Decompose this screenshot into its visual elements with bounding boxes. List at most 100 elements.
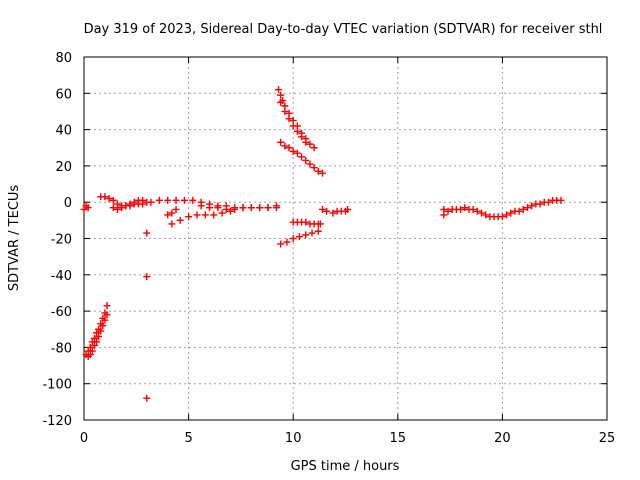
data-point xyxy=(302,231,310,239)
data-point xyxy=(528,202,536,210)
data-point xyxy=(164,211,172,219)
series-segment-16 xyxy=(318,205,331,215)
data-point xyxy=(281,107,289,115)
series-segment-18 xyxy=(440,204,490,219)
data-point xyxy=(90,342,98,350)
data-point xyxy=(519,205,527,213)
x-tick-label: 0 xyxy=(80,431,88,446)
data-point xyxy=(168,220,176,228)
data-point xyxy=(189,196,197,204)
series-segment-19 xyxy=(486,196,565,221)
data-point xyxy=(176,216,184,224)
data-point xyxy=(88,347,96,355)
data-point xyxy=(206,204,214,212)
data-point xyxy=(318,169,326,177)
data-point xyxy=(103,302,111,310)
data-point xyxy=(155,196,163,204)
data-point xyxy=(218,209,226,217)
data-point xyxy=(302,156,310,164)
data-point xyxy=(289,122,297,130)
data-point xyxy=(444,207,452,215)
series-segment-15 xyxy=(289,218,324,228)
x-tick-label: 5 xyxy=(184,431,192,446)
data-point xyxy=(503,211,511,219)
data-point xyxy=(143,229,151,237)
data-point xyxy=(277,138,285,146)
x-tick-label: 20 xyxy=(494,431,511,446)
data-point xyxy=(90,334,98,342)
data-point xyxy=(172,196,180,204)
data-point xyxy=(477,209,485,217)
data-point xyxy=(457,205,465,213)
data-point xyxy=(143,273,151,281)
data-point xyxy=(185,213,193,221)
data-point xyxy=(197,202,205,210)
data-point xyxy=(285,115,293,123)
data-point xyxy=(247,204,255,212)
series-segment-10 xyxy=(197,202,280,213)
data-point xyxy=(306,160,314,168)
data-point xyxy=(109,204,117,212)
x-tick-label: 25 xyxy=(599,431,616,446)
data-point xyxy=(293,149,301,157)
x-axis-label: GPS time / hours xyxy=(291,459,400,474)
series-segment-01 xyxy=(80,202,92,213)
data-point xyxy=(289,147,297,155)
data-point xyxy=(544,198,552,206)
data-point xyxy=(515,207,523,215)
data-point xyxy=(256,204,264,212)
data-point xyxy=(329,209,337,217)
x-tick-labels: 0 5 10 15 20 25 xyxy=(80,431,615,446)
data-point xyxy=(277,240,285,248)
y-tick-label: 20 xyxy=(55,160,72,175)
series-segment-12 xyxy=(277,98,310,146)
data-point xyxy=(214,204,222,212)
data-point xyxy=(95,333,103,341)
data-point xyxy=(226,207,234,215)
data-point xyxy=(557,196,565,204)
y-tick-label: 80 xyxy=(55,51,72,66)
data-point xyxy=(93,338,101,346)
data-point xyxy=(103,311,111,319)
data-point xyxy=(318,205,326,213)
chart-title: Day 319 of 2023, Sidereal Day-to-day VTE… xyxy=(84,22,603,37)
data-point xyxy=(99,322,107,330)
data-point xyxy=(147,198,155,206)
data-point xyxy=(283,238,291,246)
data-point xyxy=(293,127,301,135)
y-tick-label: -60 xyxy=(51,305,72,320)
data-point xyxy=(498,213,506,221)
series-segment-09 xyxy=(168,207,234,228)
data-point xyxy=(118,204,126,212)
data-point xyxy=(143,394,151,402)
data-point xyxy=(264,204,272,212)
data-point xyxy=(482,211,490,219)
data-point xyxy=(239,204,247,212)
series-segment-03 xyxy=(84,311,111,360)
data-point xyxy=(536,200,544,208)
data-point xyxy=(302,138,310,146)
data-point xyxy=(302,218,310,226)
y-tick-label: -80 xyxy=(51,341,72,356)
series-segment-17 xyxy=(329,205,352,217)
data-point xyxy=(180,196,188,204)
series-segment-11 xyxy=(275,86,318,152)
data-point xyxy=(298,133,306,141)
data-point xyxy=(101,193,109,201)
data-point xyxy=(285,144,293,152)
data-point xyxy=(469,205,477,213)
data-point xyxy=(193,211,201,219)
data-point xyxy=(86,343,94,351)
data-point xyxy=(272,202,280,210)
data-point xyxy=(172,205,180,213)
grid-lines xyxy=(84,57,607,420)
data-point xyxy=(101,316,109,324)
data-point xyxy=(323,207,331,215)
data-point xyxy=(277,98,285,106)
data-point xyxy=(308,229,316,237)
data-point xyxy=(168,209,176,217)
data-point xyxy=(306,140,314,148)
data-point xyxy=(93,329,101,337)
data-point xyxy=(507,209,515,217)
